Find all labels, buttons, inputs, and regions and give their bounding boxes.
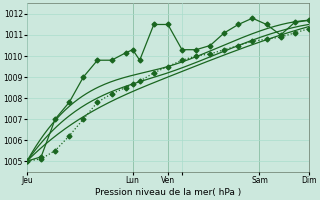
X-axis label: Pression niveau de la mer( hPa ): Pression niveau de la mer( hPa ) <box>95 188 241 197</box>
